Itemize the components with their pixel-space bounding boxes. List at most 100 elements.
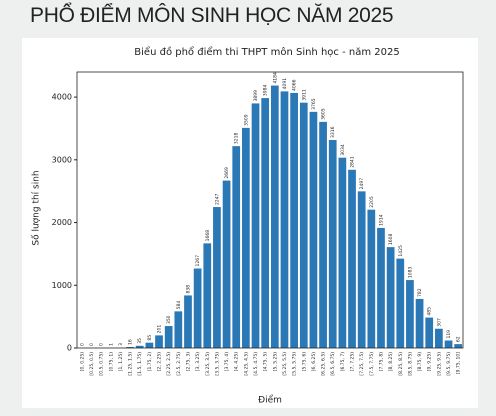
bar	[454, 344, 463, 348]
x-tick-label: [2.25, 2.5)	[166, 352, 172, 376]
chart: Biểu đồ phổ điểm thi THPT môn Sinh học -…	[31, 45, 464, 406]
chart-title: Biểu đồ phổ điểm thi THPT môn Sinh học -…	[134, 45, 399, 58]
bar	[425, 317, 434, 348]
value-label: 2841	[350, 156, 356, 168]
bar	[126, 346, 134, 348]
x-tick-label: [3.75, 4)	[224, 352, 230, 371]
bar	[261, 98, 270, 348]
bar	[184, 295, 192, 348]
bar	[309, 111, 318, 348]
bar	[406, 280, 414, 348]
x-tick-label: [7, 7.25)	[350, 352, 356, 371]
x-tick-label: [6.25, 6.5)	[321, 352, 327, 376]
x-tick-label: [9.5, 9.75)	[446, 352, 452, 376]
value-label: 584	[176, 301, 182, 310]
value-label: 4066	[292, 79, 298, 91]
value-label: 782	[417, 288, 423, 297]
x-tick-label: [0.5, 0.75)	[99, 352, 105, 376]
x-tick-label: [9, 9.25)	[427, 352, 433, 371]
bar	[155, 335, 163, 348]
value-label: 2247	[214, 193, 220, 205]
bar	[164, 326, 173, 348]
value-label: 0	[99, 343, 105, 346]
x-tick-label: [1.5, 1.75)	[137, 352, 143, 376]
bar	[444, 340, 453, 348]
x-tick-label: [8, 8.25)	[388, 352, 394, 371]
x-tick-label: [5, 5.25)	[272, 352, 278, 371]
y-axis-label: Số lượng thí sinh	[31, 170, 42, 245]
x-tick-label: [4.5, 4.75)	[253, 352, 259, 376]
bar	[193, 268, 202, 348]
bar	[348, 169, 356, 348]
value-label: 3911	[301, 89, 307, 101]
bar	[328, 139, 337, 348]
value-label: 2497	[359, 178, 365, 190]
bar	[396, 258, 405, 348]
value-label: 2205	[369, 196, 375, 208]
bar	[232, 146, 241, 348]
x-tick-label: [4, 4.25)	[234, 352, 240, 371]
x-tick-label: [1, 1.25)	[118, 352, 124, 371]
value-label: 350	[166, 315, 172, 324]
x-tick-label: [0.25, 0.5)	[89, 352, 95, 376]
bar	[367, 209, 376, 348]
x-tick-label: [8.75, 9)	[417, 352, 423, 371]
value-label: 201	[157, 325, 163, 334]
x-tick-label: [2.5, 2.75)	[176, 352, 182, 376]
value-label: 35	[137, 338, 143, 344]
value-label: 3899	[253, 90, 259, 102]
bar	[213, 207, 221, 348]
y-tick-label: 4000	[52, 93, 72, 102]
value-label: 3984	[263, 85, 269, 97]
bar	[203, 243, 212, 348]
x-tick-label: [8.5, 8.75)	[407, 352, 413, 376]
x-tick-label: [5.5, 5.75)	[292, 352, 298, 376]
bar	[135, 345, 144, 348]
bar	[299, 102, 308, 348]
bar	[270, 85, 279, 349]
y-tick-label: 2000	[52, 218, 72, 227]
value-label: 3605	[321, 108, 327, 120]
value-label: 2669	[224, 167, 230, 179]
value-label: 1	[108, 343, 114, 346]
x-tick-label: [3.5, 3.75)	[214, 352, 220, 376]
bar	[145, 342, 154, 348]
y-tick-label: 1000	[52, 281, 72, 290]
value-label: 3765	[311, 98, 317, 110]
bar	[242, 127, 250, 348]
bar	[338, 157, 347, 348]
value-label: 0	[79, 343, 85, 346]
bar	[222, 180, 231, 348]
y-tick-label: 0	[67, 344, 72, 353]
heading: PHỔ ĐIỂM MÔN SINH HỌC NĂM 2025	[30, 4, 394, 27]
x-tick-label: [1.75, 2)	[147, 352, 153, 371]
bar	[435, 328, 443, 348]
x-tick-label: [4.25, 4.5)	[243, 352, 249, 376]
x-tick-label: [6.75, 7)	[340, 352, 346, 371]
value-label: 0	[89, 343, 95, 346]
x-tick-label: [5.25, 5.5)	[282, 352, 288, 376]
value-label: 4091	[282, 78, 288, 90]
bar	[290, 92, 298, 348]
bar	[251, 103, 260, 348]
value-label: 1668	[205, 230, 211, 242]
value-label: 307	[436, 318, 442, 327]
bar	[415, 298, 424, 348]
x-tick-label: [4.75, 5)	[263, 352, 269, 371]
value-label: 119	[446, 330, 452, 339]
bar	[386, 247, 395, 348]
value-label: 85	[147, 335, 153, 341]
value-label: 62	[456, 336, 462, 342]
bar	[319, 121, 327, 348]
x-tick-label: [9.75, 10]	[456, 352, 462, 374]
bar	[377, 227, 385, 348]
x-tick-label: [7.25, 7.5)	[359, 352, 365, 376]
x-axis-label: Điểm	[258, 395, 282, 406]
x-tick-label: [2.75, 3)	[185, 352, 191, 371]
x-tick-label: [3.25, 3.5)	[205, 352, 211, 376]
value-label: 1083	[407, 266, 413, 278]
value-label: 3034	[340, 144, 346, 156]
x-tick-label: [3, 3.25)	[195, 352, 201, 371]
value-label: 3	[118, 343, 124, 346]
x-tick-label: [2, 2.25)	[157, 352, 163, 371]
